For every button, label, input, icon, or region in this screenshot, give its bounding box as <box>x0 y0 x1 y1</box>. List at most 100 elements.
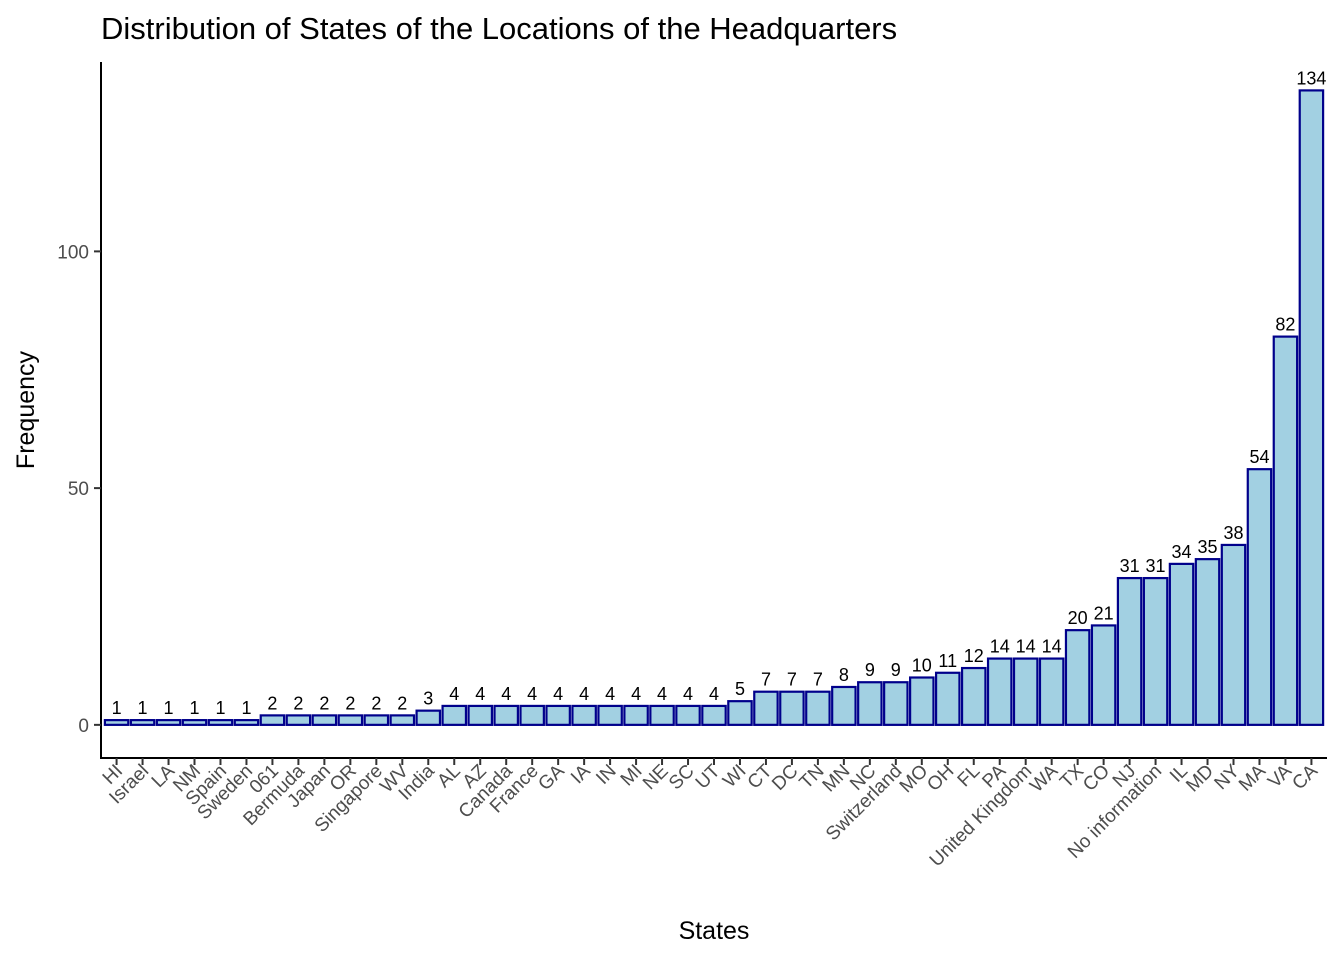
bar-nj <box>1116 576 1143 726</box>
data-label: 54 <box>1249 447 1269 467</box>
data-label: 134 <box>1296 68 1326 88</box>
bar-061 <box>259 714 286 726</box>
bar-switzerland <box>883 681 909 726</box>
x-axis-title: States <box>679 917 750 945</box>
bar-in <box>597 704 623 726</box>
bar-ca <box>1298 89 1325 726</box>
data-label: 2 <box>267 693 277 713</box>
data-label: 2 <box>293 693 303 713</box>
bar-mo <box>909 676 935 726</box>
data-label: 11 <box>938 651 957 671</box>
bar-sweden <box>233 719 260 726</box>
x-tick-label: GA <box>534 760 568 794</box>
bar-il <box>1168 562 1195 726</box>
bar-bermuda <box>285 714 312 726</box>
data-label: 35 <box>1198 537 1218 557</box>
bar-wi <box>727 700 753 726</box>
data-label: 1 <box>241 698 251 718</box>
data-label: 4 <box>657 684 667 704</box>
x-tick-label: CA <box>1288 760 1322 794</box>
bar-israel <box>129 719 156 726</box>
data-label: 38 <box>1223 523 1243 543</box>
data-label: 9 <box>865 660 875 680</box>
bar-co <box>1090 624 1117 726</box>
y-tick-label: 0 <box>78 716 89 737</box>
data-labels-group: 1 1 1 1 1 1 2 2 2 2 2 2 3 4 4 4 4 4 4 4 4 4 4 4 5 7 7 7 8 9 9 10 11 12 14 1… <box>112 68 1327 718</box>
bar-wa <box>1038 657 1065 726</box>
data-label: 1 <box>215 698 225 718</box>
bar-va <box>1272 335 1299 726</box>
data-label: 4 <box>631 684 641 704</box>
data-label: 14 <box>990 637 1010 657</box>
data-label: 4 <box>579 684 589 704</box>
bar-ne <box>649 704 675 726</box>
data-label: 4 <box>501 684 511 704</box>
data-label: 8 <box>839 665 849 685</box>
data-label: 4 <box>553 684 563 704</box>
bar-pa <box>986 657 1013 726</box>
bar-singapore <box>363 714 390 726</box>
bar-tx <box>1064 629 1091 726</box>
x-tick-label: OH <box>923 761 958 796</box>
x-tick-label: IA <box>567 760 595 788</box>
data-label: 7 <box>813 670 823 690</box>
data-label: 7 <box>787 670 797 690</box>
bars-group <box>103 89 1325 726</box>
data-label: 14 <box>1016 637 1036 657</box>
bar-la <box>155 719 182 726</box>
data-label: 9 <box>891 660 901 680</box>
bar-tn <box>805 690 831 726</box>
data-label: 4 <box>449 684 459 704</box>
bar-hi <box>103 719 130 726</box>
y-tick-label: 50 <box>68 479 89 500</box>
y-axis-ticks: 0 50 100 <box>57 242 101 737</box>
data-label: 31 <box>1146 556 1166 576</box>
data-label: 14 <box>1042 637 1062 657</box>
bar-ia <box>571 704 597 726</box>
bar-az <box>467 704 494 726</box>
data-label: 12 <box>964 646 984 666</box>
y-axis-title: Frequency <box>12 350 40 469</box>
bar-oh <box>934 671 961 726</box>
data-label: 7 <box>761 670 771 690</box>
data-label: 2 <box>345 693 355 713</box>
data-label: 4 <box>527 684 537 704</box>
bar-mn <box>831 685 857 726</box>
y-tick-label: 100 <box>57 242 89 263</box>
bar-or <box>337 714 364 726</box>
bar-al <box>441 704 468 726</box>
data-label: 20 <box>1068 608 1088 628</box>
data-label: 1 <box>164 698 174 718</box>
data-label: 2 <box>371 693 381 713</box>
chart-title: Distribution of States of the Locations … <box>101 11 897 46</box>
bar-ut <box>701 704 727 726</box>
data-label: 1 <box>112 698 122 718</box>
data-label: 3 <box>423 689 433 709</box>
bar-ma <box>1246 468 1273 726</box>
bar-united-kingdom <box>1012 657 1039 726</box>
bar-canada <box>493 704 519 726</box>
data-label: 4 <box>475 684 485 704</box>
data-label: 2 <box>397 693 407 713</box>
bar-france <box>519 704 545 726</box>
bar-sc <box>675 704 701 726</box>
bar-no-information <box>1142 576 1169 726</box>
bar-mi <box>623 704 649 726</box>
data-label: 5 <box>735 679 745 699</box>
bar-spain <box>207 719 234 726</box>
bar-ct <box>753 690 779 726</box>
x-axis-ticks: HIIsraelLANMSpainSweden061BermudaJapanOR… <box>99 758 1322 871</box>
bar-fl <box>960 666 987 726</box>
bar-nc <box>857 681 883 726</box>
data-label: 1 <box>138 698 148 718</box>
data-label: 1 <box>190 698 200 718</box>
data-label: 4 <box>605 684 615 704</box>
bar-dc <box>779 690 805 726</box>
bar-md <box>1194 558 1221 726</box>
bar-ga <box>545 704 571 726</box>
data-label: 34 <box>1172 542 1192 562</box>
data-label: 4 <box>709 684 719 704</box>
data-label: 21 <box>1094 603 1114 623</box>
data-label: 10 <box>912 656 932 676</box>
